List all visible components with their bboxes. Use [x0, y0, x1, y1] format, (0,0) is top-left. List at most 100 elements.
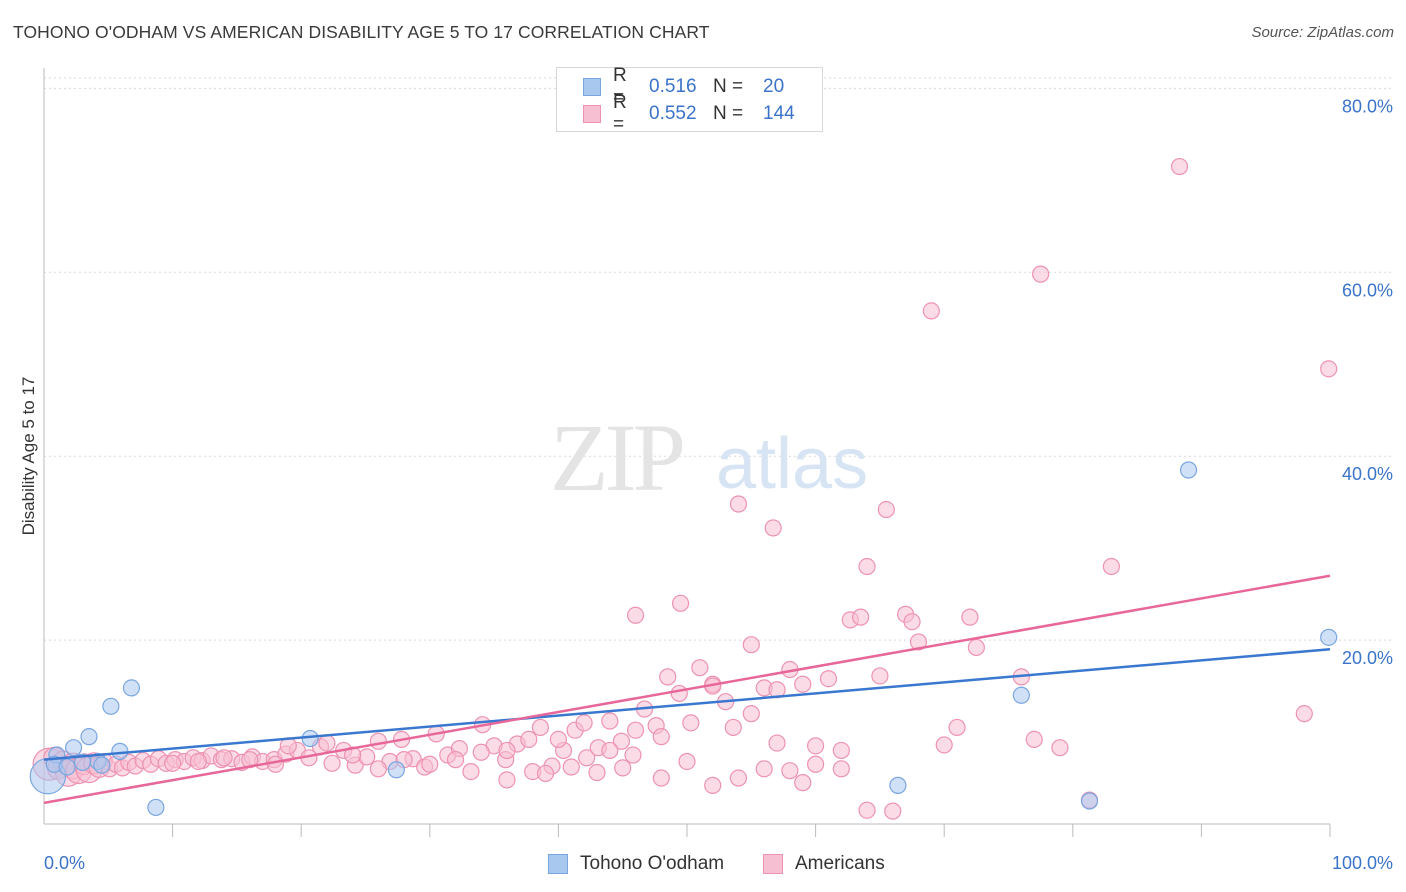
americans-point	[472, 743, 490, 761]
americans-point	[768, 734, 786, 752]
americans-point	[215, 749, 233, 767]
legend-r-label: R =	[613, 65, 627, 108]
tohono-points	[29, 461, 1338, 817]
americans-point	[806, 755, 825, 773]
tohono-point	[80, 728, 98, 746]
americans-point	[1032, 265, 1050, 283]
americans-point	[967, 638, 985, 657]
americans-point	[935, 736, 953, 754]
watermark-atlas: atlas	[716, 424, 868, 504]
americans-point	[1102, 557, 1120, 576]
americans-point	[781, 762, 799, 780]
americans-point	[318, 734, 336, 752]
americans-point	[446, 751, 465, 769]
americans-point	[588, 763, 606, 782]
americans-point	[164, 754, 182, 772]
bottom-legend-tohono: Tohono O'odham	[548, 851, 724, 877]
axes	[43, 68, 1331, 837]
americans-point	[1295, 705, 1313, 723]
legend-row-tohono: R = 0.516 N = 20	[583, 65, 785, 108]
bottom-legend-swatch-tohono	[548, 854, 568, 874]
legend-r-value: 0.516	[649, 76, 697, 97]
americans-point	[344, 746, 362, 764]
americans-point	[536, 764, 555, 783]
tohono-point	[102, 697, 120, 715]
legend-n-value: 20	[763, 76, 785, 97]
bottom-legend-swatch-americans	[763, 854, 783, 874]
bottom-legend-label-americans: Americans	[795, 853, 885, 874]
x-tick-label: 0.0%	[44, 853, 85, 873]
tohono-point	[1012, 686, 1030, 704]
americans-point	[871, 667, 889, 685]
americans-point	[1320, 360, 1338, 378]
americans-point	[549, 730, 568, 749]
americans-point	[266, 755, 285, 773]
legend-n-label: N =	[713, 103, 744, 124]
americans-point	[1025, 730, 1043, 749]
americans-point	[691, 659, 709, 677]
tohono-point	[111, 742, 129, 760]
americans-point	[626, 606, 645, 624]
americans-point	[652, 769, 670, 787]
americans-point	[682, 714, 700, 732]
americans-point	[794, 774, 812, 792]
tohono-point	[58, 758, 76, 776]
americans-point	[764, 519, 782, 537]
americans-point	[369, 732, 387, 750]
americans-point	[1051, 739, 1069, 757]
americans-point	[659, 668, 677, 686]
tohono-point	[889, 776, 907, 794]
y-axis-label: Disability Age 5 to 17	[19, 377, 38, 536]
americans-point	[832, 760, 850, 778]
americans-point	[562, 758, 580, 776]
americans-point	[806, 737, 825, 755]
y-tick-label: 60.0%	[1342, 280, 1393, 300]
americans-point	[498, 741, 516, 760]
legend-swatch-americans	[583, 105, 601, 123]
americans-point	[729, 769, 748, 787]
americans-point	[531, 718, 549, 737]
y-tick-label: 20.0%	[1342, 648, 1393, 668]
grid-lines	[44, 77, 1392, 641]
legend-n-label: N =	[713, 76, 744, 97]
americans-point	[742, 636, 760, 654]
americans-point	[462, 762, 480, 781]
americans-point	[742, 705, 760, 723]
americans-point	[678, 752, 696, 771]
americans-point	[612, 732, 631, 750]
americans-point	[729, 495, 748, 513]
americans-point	[903, 613, 921, 631]
americans-point	[884, 802, 902, 820]
americans-point	[601, 741, 619, 760]
americans-point	[626, 721, 645, 739]
correlation-legend: R = 0.516 N = 20 R = 0.552 N = 144	[556, 65, 823, 135]
americans-point	[704, 776, 722, 794]
americans-point	[909, 633, 928, 651]
trend-lines	[43, 574, 1331, 805]
americans-point	[1170, 157, 1189, 176]
americans-point	[652, 728, 670, 746]
y-tick-label: 80.0%	[1342, 96, 1393, 116]
americans-point	[858, 801, 876, 819]
americans-point	[421, 755, 439, 773]
americans-point	[858, 557, 876, 576]
legend-n-value: 144	[763, 103, 795, 124]
tick-labels: 20.0% 40.0% 60.0% 80.0% 0.0% 100.0%	[44, 96, 1393, 873]
tohono-point	[147, 798, 165, 817]
tohono-point	[73, 753, 92, 771]
tohono-point	[387, 761, 405, 779]
americans-point	[794, 675, 812, 693]
bottom-legend-americans: Americans	[763, 851, 885, 877]
americans-point	[520, 730, 538, 749]
americans-point	[852, 608, 870, 626]
americans-point	[189, 752, 207, 771]
tohono-trend-line	[43, 648, 1331, 761]
americans-point	[724, 718, 742, 737]
legend-swatch-tohono	[583, 78, 601, 96]
americans-point	[575, 714, 593, 732]
tohono-point	[64, 739, 83, 757]
tohono-point	[122, 679, 141, 697]
americans-point	[961, 608, 979, 626]
americans-point	[624, 746, 642, 764]
